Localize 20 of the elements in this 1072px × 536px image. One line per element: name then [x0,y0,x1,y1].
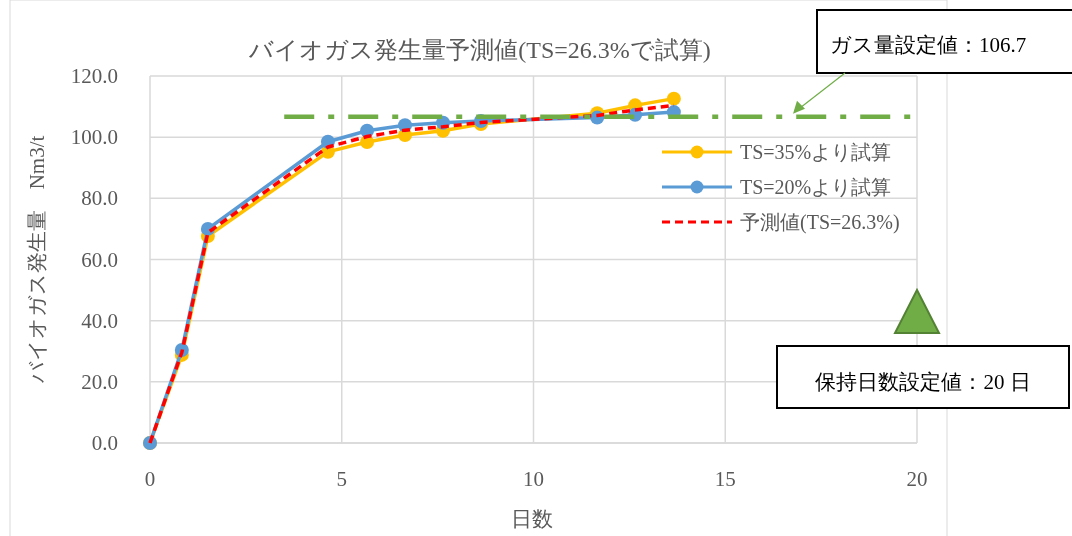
y-tick-label: 120.0 [70,64,118,88]
y-axis-title: バイオガス発生量 Nm3/t [25,135,49,385]
y-tick-label: 60.0 [81,247,118,272]
y-tick-label: 0.0 [91,431,118,455]
x-tick-label: 10 [523,467,544,491]
y-tick-label: 20.0 [81,369,118,394]
y-tick-label: 40.0 [81,308,118,333]
x-tick-label: 15 [714,467,736,491]
legend-label: 予測値(TS=26.3%) [740,211,900,234]
y-tick-label: 100.0 [70,125,118,150]
annotation: 保持日数設定値：20 日 [815,370,1031,394]
x-tick-label: 0 [144,467,156,491]
legend-label: TS=35%より試算 [740,141,892,163]
chart-title: バイオガス発生量予測値(TS=26.3%で試算) [248,37,711,63]
x-tick-label: 20 [906,467,928,491]
x-axis-title: 日数 [511,507,553,531]
y-tick-label: 80.0 [81,186,118,211]
point [666,91,681,106]
legend-label: TS=20%より試算 [740,176,892,198]
x-tick-label: 5 [336,467,347,491]
